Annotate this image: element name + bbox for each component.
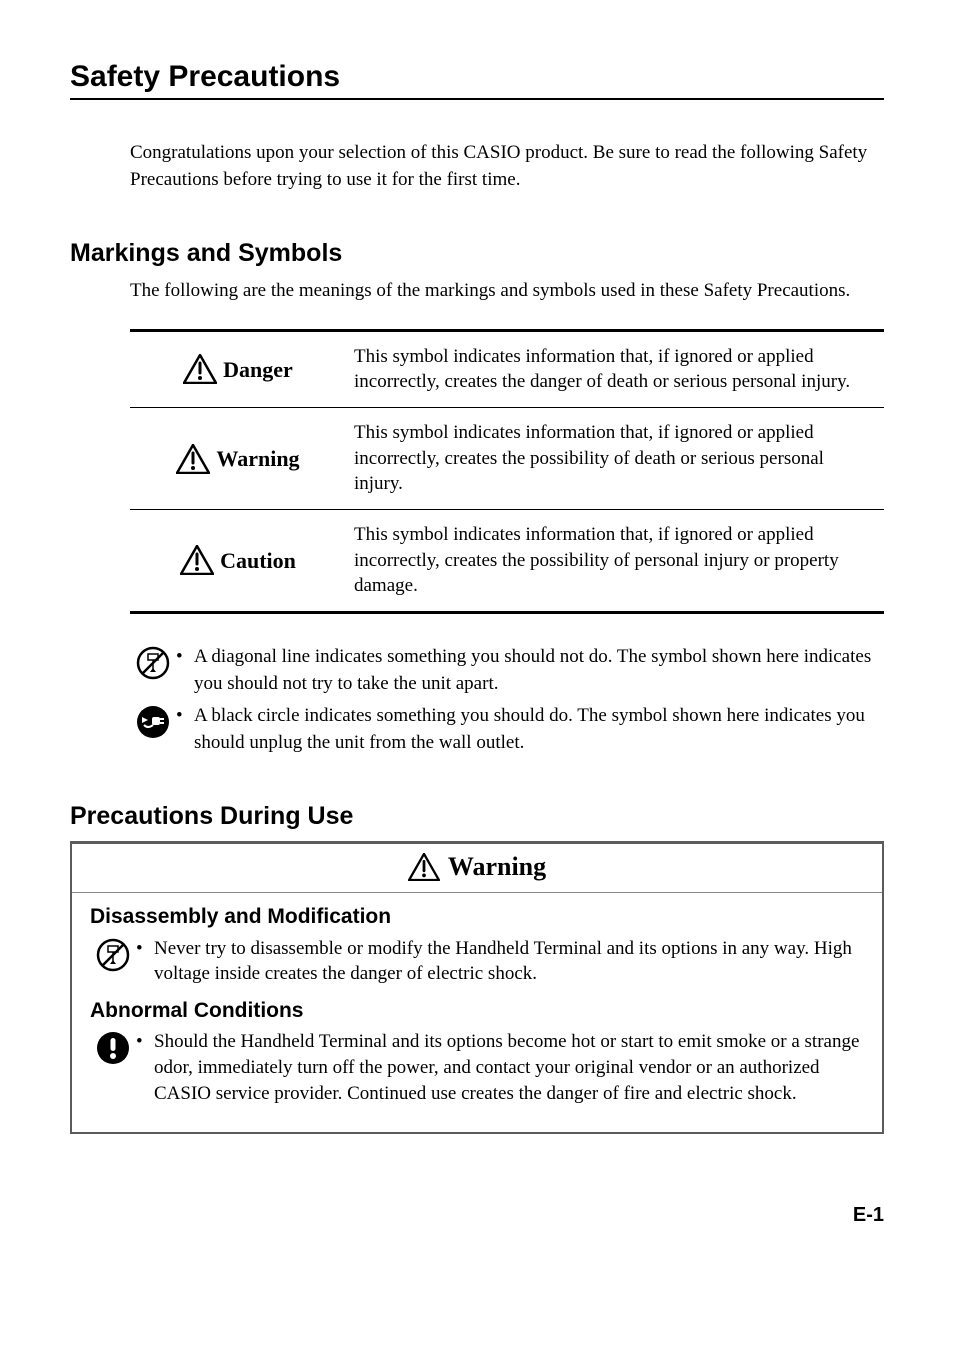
danger-desc: This symbol indicates information that, …	[346, 330, 884, 407]
warning-triangle-icon	[176, 444, 210, 474]
no-disassemble-icon	[130, 644, 176, 680]
warning-box-title: Warning	[448, 852, 546, 882]
abnormal-heading: Abnormal Conditions	[90, 997, 864, 1025]
caution-label: Caution	[220, 546, 296, 576]
bullet: •	[136, 936, 154, 962]
danger-label: Danger	[223, 355, 293, 385]
page-title: Safety Precautions	[70, 60, 884, 100]
bullet: •	[136, 1029, 154, 1055]
table-row: Danger This symbol indicates information…	[130, 330, 884, 407]
markings-heading: Markings and Symbols	[70, 239, 884, 268]
precautions-heading: Precautions During Use	[70, 802, 884, 831]
table-row: Caution This symbol indicates informatio…	[130, 509, 884, 612]
unplug-icon	[130, 703, 176, 739]
table-row: Warning This symbol indicates informatio…	[130, 408, 884, 510]
markings-text: The following are the meanings of the ma…	[130, 278, 884, 305]
symbol-table: Danger This symbol indicates information…	[130, 329, 884, 614]
page: Safety Precautions Congratulations upon …	[0, 0, 954, 1267]
disassembly-heading: Disassembly and Modification	[90, 903, 864, 931]
warning-triangle-icon	[183, 354, 217, 384]
warning-desc: This symbol indicates information that, …	[346, 408, 884, 510]
bullet: •	[176, 703, 194, 730]
no-disassemble-icon	[90, 936, 136, 972]
circle-note: A black circle indicates something you s…	[194, 703, 884, 756]
warning-box-header: Warning	[72, 844, 882, 893]
caution-desc: This symbol indicates information that, …	[346, 509, 884, 612]
warning-triangle-icon	[408, 853, 440, 881]
intro-text: Congratulations upon your selection of t…	[130, 140, 884, 193]
warning-label: Warning	[216, 444, 299, 474]
disassembly-text: Never try to disassemble or modify the H…	[154, 936, 864, 987]
warning-box: Warning Disassembly and Modification • N…	[70, 841, 884, 1134]
bullet: •	[176, 644, 194, 671]
mandatory-action-icon	[90, 1029, 136, 1065]
icon-notes: • A diagonal line indicates something yo…	[130, 644, 884, 756]
diagonal-note: A diagonal line indicates something you …	[194, 644, 884, 697]
page-number: E-1	[70, 1204, 884, 1227]
abnormal-text: Should the Handheld Terminal and its opt…	[154, 1029, 864, 1106]
warning-triangle-icon	[180, 545, 214, 575]
